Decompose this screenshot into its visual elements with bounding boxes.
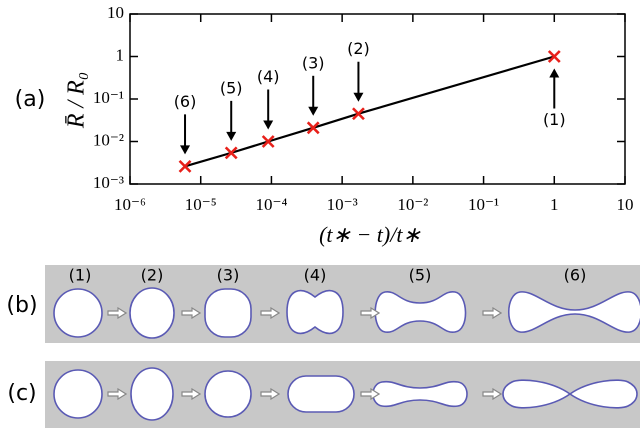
drop-shape xyxy=(54,289,102,337)
panel-label: (c) xyxy=(7,381,36,406)
drop-shape xyxy=(205,289,251,337)
drop-shape xyxy=(205,371,251,417)
y-tick-label: 10⁻² xyxy=(93,130,124,149)
stage-label: (1) xyxy=(69,266,92,285)
drop-shape xyxy=(54,370,102,418)
plot: 10⁻⁶ 10⁻⁵ 10⁻⁴ 10⁻³ 10⁻² 10⁻¹ 1 10 10⁻³ 10⁻² 10⁻¹ 1… xyxy=(93,3,634,214)
fit-line xyxy=(185,57,554,167)
annotation-arrowhead xyxy=(180,145,190,154)
data-point xyxy=(263,136,274,147)
x-tick-label: 10 xyxy=(617,195,634,214)
x-axis-label: (t∗ − t)/t∗ xyxy=(319,222,421,247)
annotation-arrowhead xyxy=(263,121,273,130)
annotation: (1) xyxy=(543,110,566,129)
drop-shape xyxy=(288,376,354,412)
panel-label: (a) xyxy=(15,87,46,112)
x-tick-label: 10⁻⁵ xyxy=(185,195,217,214)
annotation: (6) xyxy=(174,92,197,111)
x-tick-label: 10⁻⁴ xyxy=(255,195,287,214)
data-point xyxy=(308,122,319,133)
x-tick-label: 10⁻¹ xyxy=(468,195,499,214)
y-tick-label: 10⁻³ xyxy=(93,173,124,192)
annotation: (4) xyxy=(257,67,280,86)
figure: (a) (t∗ − t)/t∗ R̄ / R₀ 10⁻⁶ 10⁻⁵ 10⁻⁴ 10⁻³… xyxy=(0,0,640,431)
annotation: (5) xyxy=(220,78,243,97)
annotation: (3) xyxy=(302,53,325,72)
x-tick-label: 10⁻³ xyxy=(327,195,358,214)
panel-label: (b) xyxy=(6,293,37,318)
y-tick-label: 10⁻¹ xyxy=(93,88,124,107)
stage-label: (2) xyxy=(141,266,164,285)
x-tick-label: 10⁻⁶ xyxy=(114,195,146,214)
stage-label: (6) xyxy=(564,266,587,285)
stage-label: (5) xyxy=(409,266,432,285)
plot-frame xyxy=(130,14,625,184)
y-tick-label: 10 xyxy=(107,3,124,22)
drop-shape xyxy=(287,291,343,334)
y-axis-label: R̄ / R₀ xyxy=(64,72,90,129)
stage-label: (3) xyxy=(217,266,240,285)
annotation-arrowhead xyxy=(549,69,559,78)
annotation-arrowhead xyxy=(308,107,318,116)
y-tick-label: 1 xyxy=(116,45,125,64)
annotation: (2) xyxy=(347,39,370,58)
x-tick-label: 1 xyxy=(550,195,559,214)
drop-shape xyxy=(130,288,174,338)
drop-shape xyxy=(131,368,173,420)
annotation-arrowhead xyxy=(226,132,236,141)
x-tick-label: 10⁻² xyxy=(397,195,428,214)
stage-label: (4) xyxy=(304,266,327,285)
annotation-arrowhead xyxy=(353,93,363,102)
